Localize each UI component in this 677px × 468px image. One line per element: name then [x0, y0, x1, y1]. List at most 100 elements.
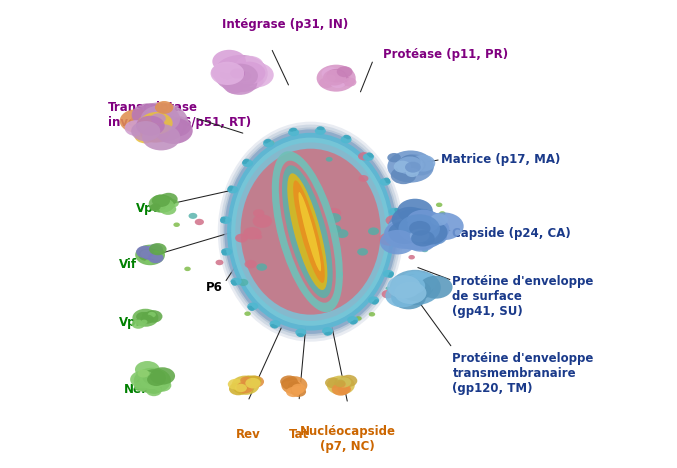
- Ellipse shape: [252, 62, 265, 72]
- Ellipse shape: [385, 179, 390, 182]
- Ellipse shape: [150, 205, 158, 211]
- Ellipse shape: [145, 369, 167, 385]
- Ellipse shape: [239, 379, 249, 385]
- Ellipse shape: [341, 136, 351, 143]
- Ellipse shape: [136, 312, 150, 322]
- Ellipse shape: [394, 208, 399, 212]
- Ellipse shape: [232, 138, 390, 326]
- Ellipse shape: [243, 227, 261, 240]
- Ellipse shape: [247, 302, 259, 310]
- Ellipse shape: [408, 255, 415, 259]
- Ellipse shape: [271, 151, 343, 312]
- Ellipse shape: [406, 213, 445, 240]
- Ellipse shape: [401, 271, 430, 291]
- Ellipse shape: [297, 333, 301, 336]
- Ellipse shape: [253, 209, 264, 217]
- Ellipse shape: [240, 377, 252, 384]
- Ellipse shape: [232, 68, 248, 80]
- Ellipse shape: [263, 140, 269, 144]
- Ellipse shape: [229, 185, 234, 189]
- Ellipse shape: [227, 186, 238, 193]
- Text: Tat: Tat: [289, 428, 309, 440]
- Ellipse shape: [134, 368, 171, 394]
- Ellipse shape: [387, 208, 447, 250]
- Ellipse shape: [279, 161, 336, 303]
- Ellipse shape: [407, 221, 439, 243]
- Ellipse shape: [388, 221, 421, 244]
- Ellipse shape: [336, 66, 353, 77]
- Ellipse shape: [379, 233, 398, 246]
- Ellipse shape: [137, 115, 164, 133]
- Ellipse shape: [131, 121, 160, 141]
- Ellipse shape: [244, 159, 249, 162]
- Ellipse shape: [230, 68, 245, 79]
- Ellipse shape: [350, 321, 355, 325]
- Ellipse shape: [327, 331, 332, 335]
- Ellipse shape: [225, 82, 243, 94]
- Ellipse shape: [157, 204, 166, 210]
- Ellipse shape: [245, 378, 261, 388]
- Ellipse shape: [148, 253, 164, 263]
- Ellipse shape: [319, 78, 334, 88]
- Ellipse shape: [338, 385, 351, 394]
- Ellipse shape: [220, 216, 231, 224]
- Ellipse shape: [336, 229, 349, 238]
- Ellipse shape: [334, 377, 348, 387]
- Ellipse shape: [156, 199, 174, 212]
- Ellipse shape: [330, 225, 341, 233]
- Ellipse shape: [150, 204, 160, 211]
- Ellipse shape: [141, 249, 158, 261]
- Ellipse shape: [221, 70, 257, 95]
- Ellipse shape: [387, 151, 434, 183]
- Ellipse shape: [229, 382, 248, 395]
- Ellipse shape: [373, 300, 378, 304]
- Ellipse shape: [153, 107, 177, 123]
- Ellipse shape: [326, 157, 332, 161]
- Ellipse shape: [131, 102, 188, 142]
- Ellipse shape: [222, 252, 227, 256]
- Ellipse shape: [221, 249, 226, 253]
- Ellipse shape: [338, 389, 347, 395]
- Ellipse shape: [388, 274, 393, 278]
- Ellipse shape: [250, 307, 255, 311]
- Ellipse shape: [322, 327, 333, 335]
- Ellipse shape: [238, 279, 248, 286]
- Ellipse shape: [136, 116, 165, 136]
- Ellipse shape: [385, 215, 400, 226]
- Ellipse shape: [390, 240, 401, 247]
- Ellipse shape: [400, 155, 420, 169]
- Ellipse shape: [411, 220, 429, 233]
- Ellipse shape: [395, 209, 400, 212]
- Ellipse shape: [141, 320, 148, 324]
- Ellipse shape: [135, 245, 165, 265]
- Ellipse shape: [409, 221, 431, 236]
- Ellipse shape: [304, 229, 310, 234]
- Ellipse shape: [399, 154, 428, 174]
- Ellipse shape: [397, 156, 423, 175]
- Ellipse shape: [221, 248, 232, 256]
- Ellipse shape: [422, 228, 447, 245]
- Text: Capside (p24, CA): Capside (p24, CA): [452, 227, 571, 241]
- Ellipse shape: [372, 301, 377, 305]
- Ellipse shape: [286, 387, 301, 397]
- Ellipse shape: [330, 77, 346, 88]
- Ellipse shape: [343, 78, 356, 87]
- Ellipse shape: [408, 281, 421, 290]
- Ellipse shape: [351, 321, 357, 324]
- Ellipse shape: [332, 72, 351, 84]
- Ellipse shape: [147, 312, 154, 317]
- Ellipse shape: [324, 72, 343, 85]
- Ellipse shape: [135, 377, 156, 391]
- Ellipse shape: [327, 213, 341, 223]
- Ellipse shape: [410, 216, 450, 243]
- Ellipse shape: [242, 161, 247, 164]
- Ellipse shape: [404, 224, 422, 236]
- Ellipse shape: [395, 211, 399, 214]
- Ellipse shape: [227, 133, 394, 330]
- Ellipse shape: [400, 280, 431, 301]
- Ellipse shape: [399, 274, 429, 295]
- Ellipse shape: [416, 274, 431, 284]
- Ellipse shape: [140, 112, 173, 134]
- Ellipse shape: [267, 141, 274, 145]
- Ellipse shape: [211, 62, 244, 85]
